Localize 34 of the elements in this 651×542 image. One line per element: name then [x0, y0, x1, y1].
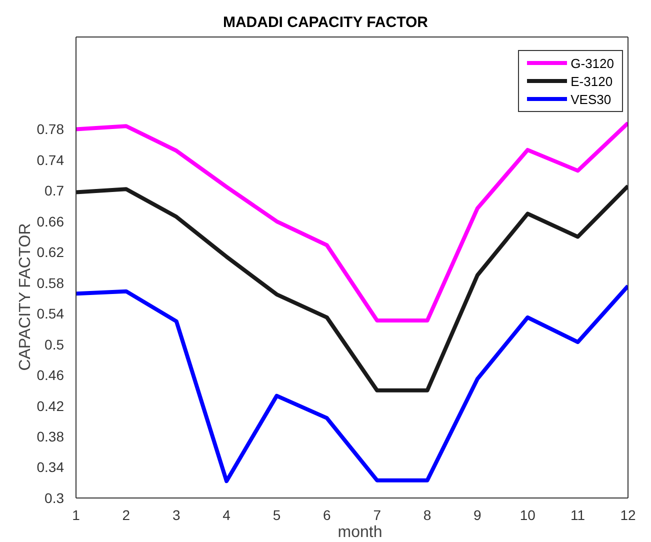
x-tick-label: 8: [423, 506, 432, 523]
legend-label: G-3120: [570, 56, 614, 70]
y-tick-label: 0.54: [36, 306, 64, 322]
x-tick-label: 5: [272, 506, 281, 523]
x-tick-label: 3: [172, 506, 180, 523]
y-tick-label: 0.62: [36, 244, 64, 260]
x-tick-label: 7: [373, 506, 382, 523]
x-tick-label: 4: [222, 506, 231, 523]
x-tick-label: 12: [620, 506, 636, 523]
y-tick-label: 0.66: [36, 213, 64, 230]
y-tick-label: 0.34: [36, 459, 64, 476]
x-tick-label: 6: [323, 506, 332, 523]
line-series: [76, 121, 628, 323]
line-series: [76, 184, 628, 392]
y-tick-label: 0.46: [36, 367, 64, 384]
x-tick-label: 2: [122, 506, 130, 523]
x-tick-label: 1: [72, 506, 80, 523]
y-tick-label: 0.5: [44, 336, 64, 352]
y-tick-label: 0.42: [36, 398, 64, 414]
x-tick-label: 9: [474, 506, 482, 523]
y-tick-label: 0.58: [36, 274, 64, 291]
y-axis-title: CAPACITY FACTOR: [17, 222, 35, 373]
chart-title: MADADI CAPACITY FACTOR: [222, 14, 429, 31]
x-axis-title: month: [336, 524, 384, 542]
line-series: [76, 284, 628, 484]
legend-label: VES30: [570, 92, 612, 106]
x-tick-label: 11: [570, 506, 586, 523]
y-tick-label: 0.7: [44, 182, 64, 199]
y-tick-label: 0.74: [36, 152, 64, 168]
x-tick-label: 10: [520, 506, 536, 523]
y-tick-label: 0.38: [36, 428, 64, 445]
y-tick-label: 0.3: [44, 490, 64, 506]
y-tick-label: 0.78: [36, 121, 64, 138]
legend-label: E-3120: [570, 74, 613, 88]
